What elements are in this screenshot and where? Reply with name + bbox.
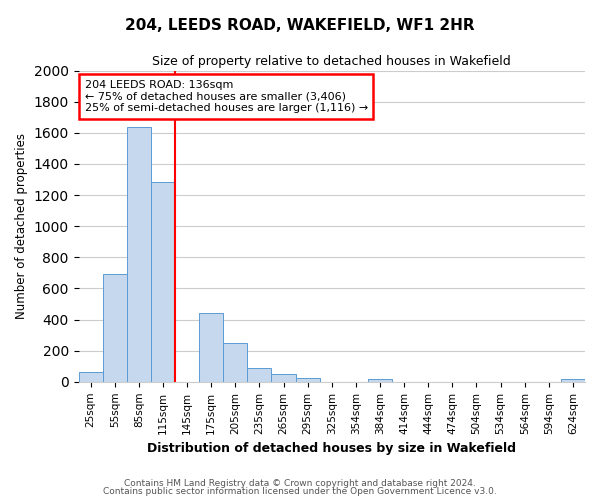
Y-axis label: Number of detached properties: Number of detached properties xyxy=(15,133,28,319)
Bar xyxy=(103,274,127,382)
Text: Contains HM Land Registry data © Crown copyright and database right 2024.: Contains HM Land Registry data © Crown c… xyxy=(124,478,476,488)
Bar xyxy=(368,380,392,382)
Bar xyxy=(127,128,151,382)
Bar xyxy=(271,374,296,382)
Bar xyxy=(199,314,223,382)
Bar xyxy=(296,378,320,382)
Text: 204, LEEDS ROAD, WAKEFIELD, WF1 2HR: 204, LEEDS ROAD, WAKEFIELD, WF1 2HR xyxy=(125,18,475,32)
X-axis label: Distribution of detached houses by size in Wakefield: Distribution of detached houses by size … xyxy=(147,442,516,455)
Text: 204 LEEDS ROAD: 136sqm
← 75% of detached houses are smaller (3,406)
25% of semi-: 204 LEEDS ROAD: 136sqm ← 75% of detached… xyxy=(85,80,368,113)
Bar xyxy=(247,368,271,382)
Bar xyxy=(561,378,585,382)
Bar xyxy=(223,343,247,382)
Text: Contains public sector information licensed under the Open Government Licence v3: Contains public sector information licen… xyxy=(103,487,497,496)
Bar xyxy=(151,182,175,382)
Title: Size of property relative to detached houses in Wakefield: Size of property relative to detached ho… xyxy=(152,55,511,68)
Bar xyxy=(79,372,103,382)
